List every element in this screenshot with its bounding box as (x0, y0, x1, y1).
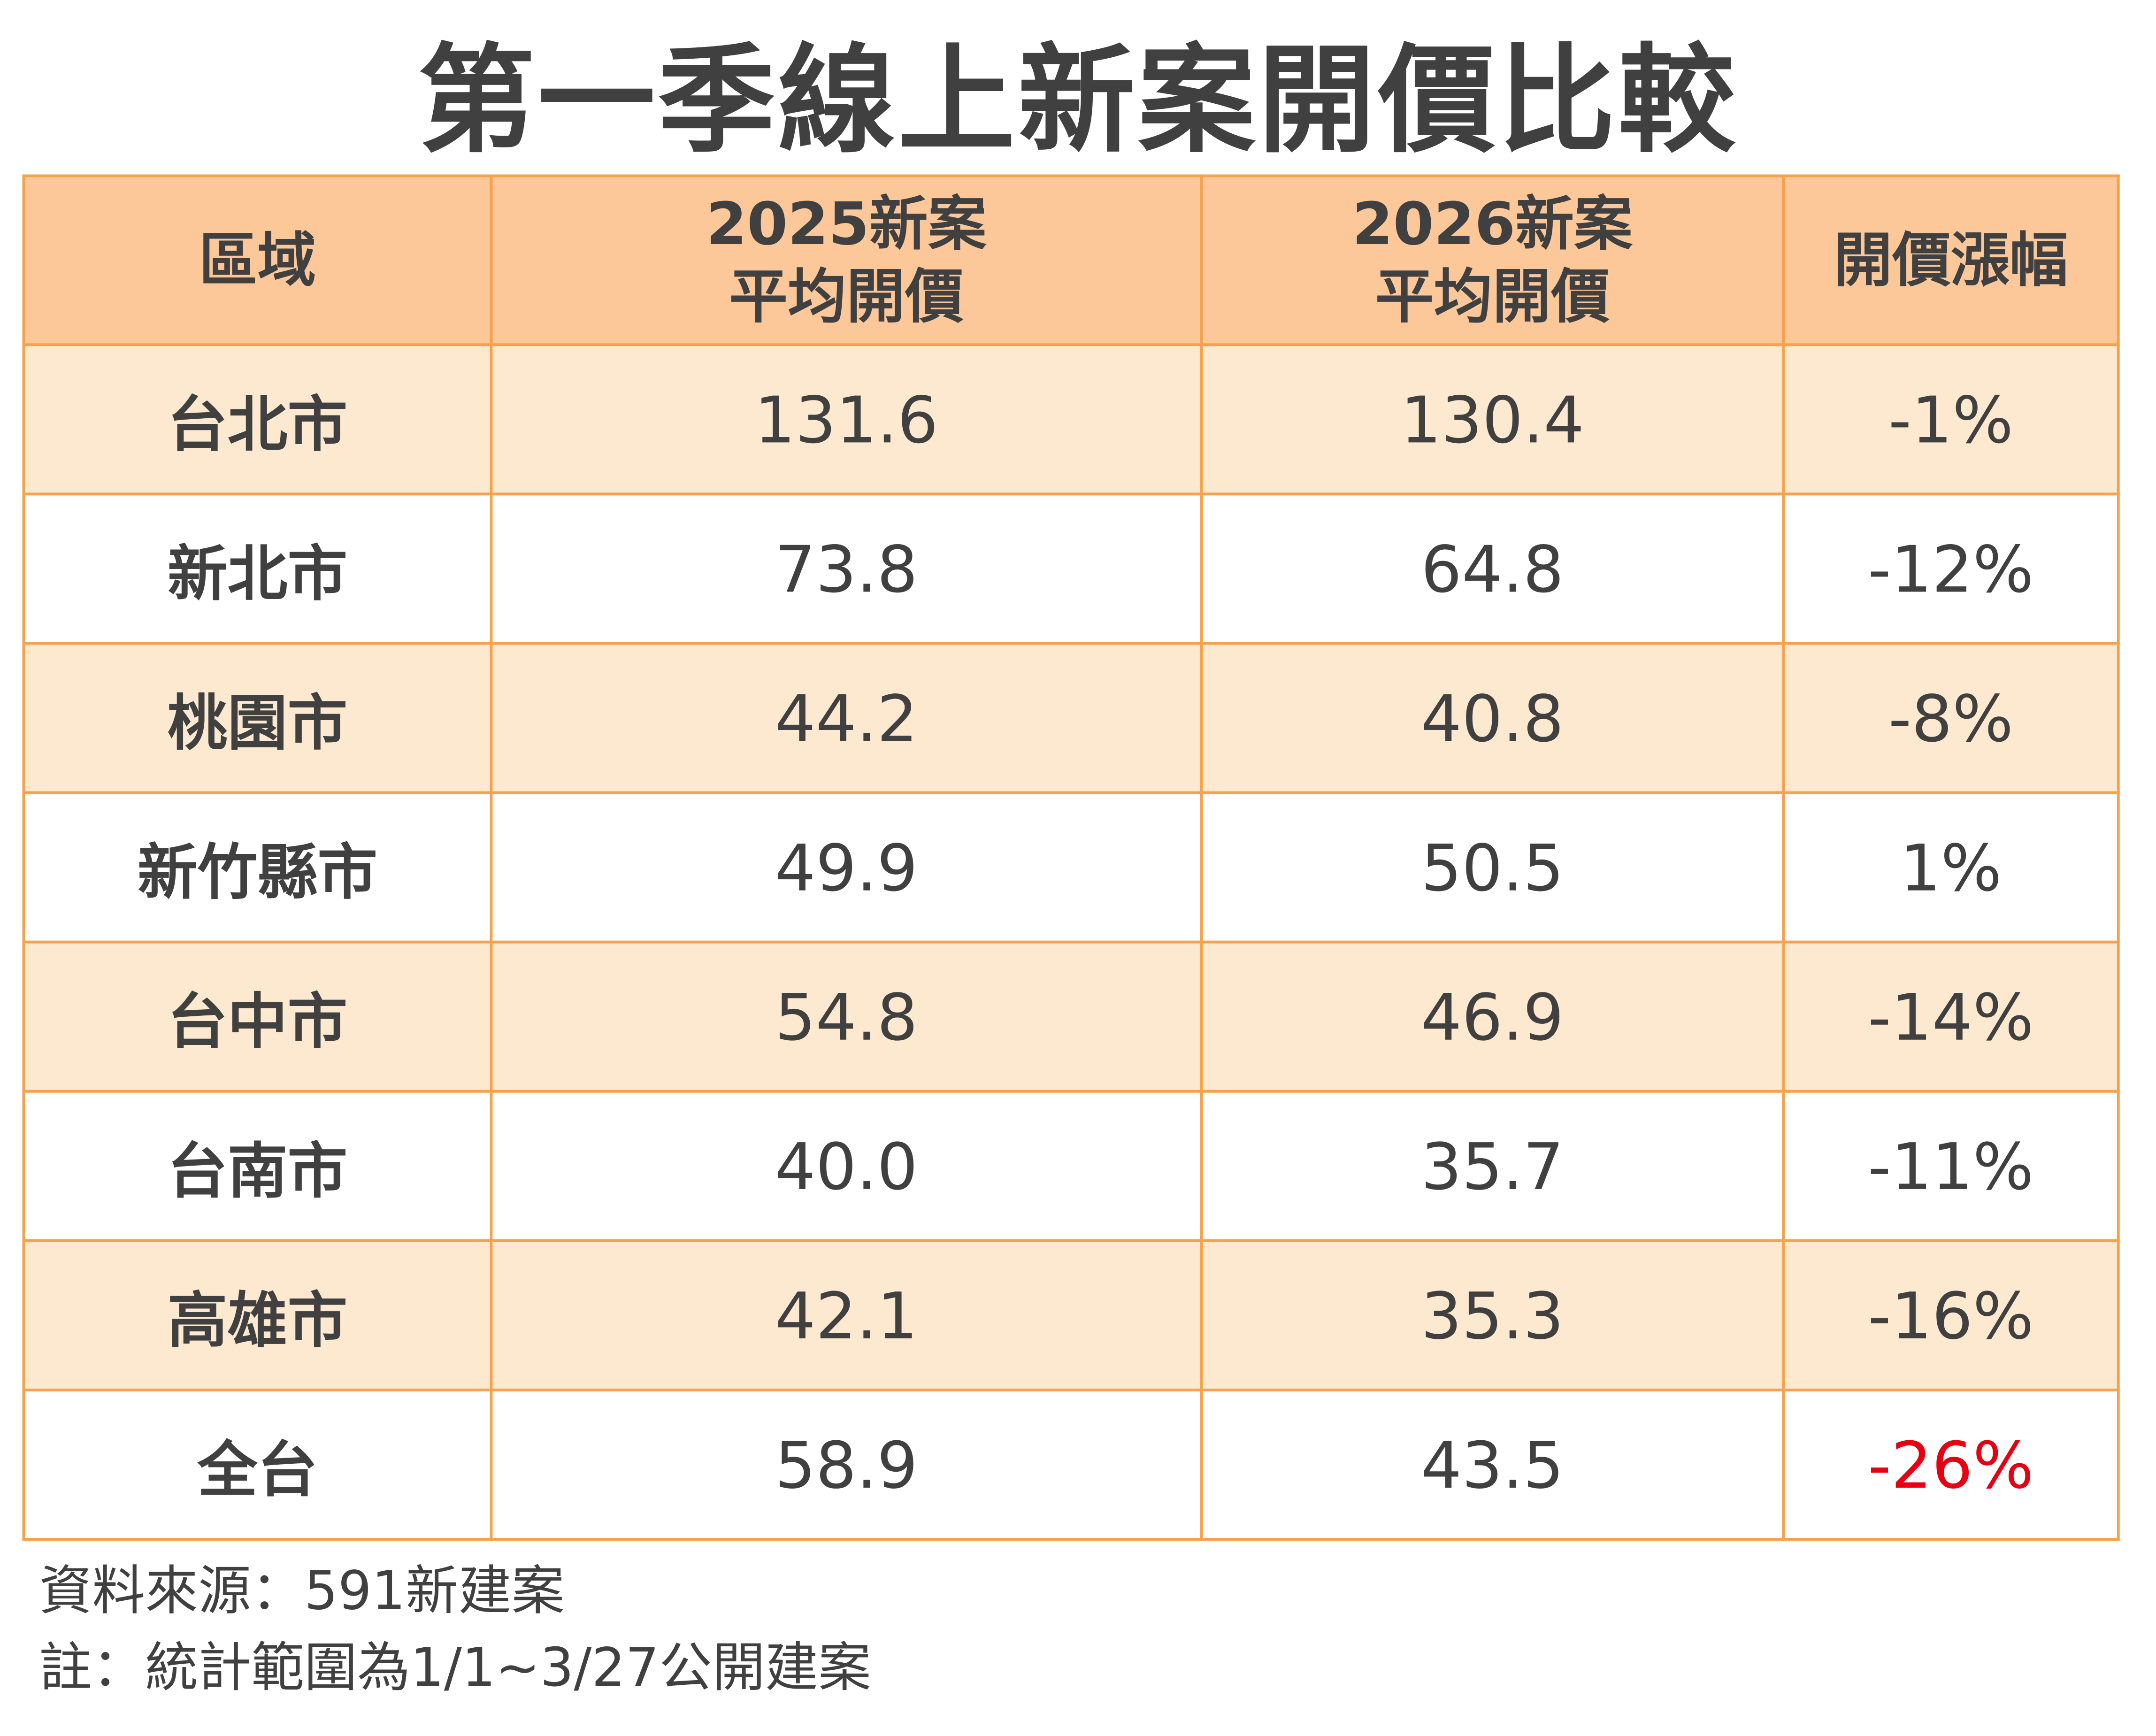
value-cell: -11% (1782, 1090, 2120, 1242)
value-cell: 54.8 (490, 940, 1203, 1093)
value-cell: 73.8 (490, 492, 1203, 645)
source-note: 資料來源：591新建案 (39, 1560, 565, 1622)
table-row: 高雄市 42.1 35.3 -16% (22, 1239, 2120, 1391)
header-line: 開價漲幅 (1834, 225, 2068, 294)
value-cell: 35.3 (1200, 1239, 1785, 1391)
header-line: 2025新案 (706, 189, 987, 258)
region-cell: 全台 (22, 1388, 493, 1541)
header-line: 平均開價 (1375, 261, 1610, 330)
region-cell: 新竹縣市 (22, 791, 493, 944)
header-line: 區域 (199, 225, 316, 294)
value-cell: 58.9 (490, 1388, 1203, 1541)
value-cell: -16% (1782, 1239, 2120, 1391)
region-cell: 台中市 (22, 940, 493, 1093)
region-cell: 新北市 (22, 492, 493, 645)
value-cell: -26% (1782, 1388, 2120, 1541)
table-row: 台北市 131.6 130.4 -1% (22, 343, 2120, 496)
title: 第一季線上新案開價比較 (418, 32, 1738, 169)
region-cell: 台北市 (22, 343, 493, 496)
table-row: 新竹縣市 49.9 50.5 1% (22, 791, 2120, 944)
value-cell: -14% (1782, 940, 2120, 1093)
value-cell: 64.8 (1200, 492, 1785, 645)
header-cell: 2025新案 平均開價 (490, 174, 1203, 346)
table-row: 台中市 54.8 46.9 -14% (22, 940, 2120, 1093)
table-row: 桃園市 44.2 40.8 -8% (22, 642, 2120, 794)
value-cell: 1% (1782, 791, 2120, 944)
table-row: 新北市 73.8 64.8 -12% (22, 492, 2120, 645)
header-cell: 區域 (22, 174, 493, 346)
table-row: 全台 58.9 43.5 -26% (22, 1388, 2120, 1541)
region-cell: 台南市 (22, 1090, 493, 1242)
header-cell: 開價漲幅 (1782, 174, 2120, 346)
header-row: 區域 2025新案 平均開價 2026新案 平均開價 開價漲幅 (22, 174, 2120, 346)
region-cell: 高雄市 (22, 1239, 493, 1391)
price-table: 區域 2025新案 平均開價 2026新案 平均開價 開價漲幅 台北市 131.6 130.4… (22, 174, 2120, 1541)
value-cell: 35.7 (1200, 1090, 1785, 1242)
value-cell: 43.5 (1200, 1388, 1785, 1541)
value-cell: 40.0 (490, 1090, 1203, 1242)
value-cell: 40.8 (1200, 642, 1785, 794)
table-row: 台南市 40.0 35.7 -11% (22, 1090, 2120, 1242)
region-cell: 桃園市 (22, 642, 493, 794)
footnote: 註：統計範圍為1/1~3/27公開建案 (39, 1637, 872, 1698)
value-cell: 130.4 (1200, 343, 1785, 496)
value-cell: -1% (1782, 343, 2120, 496)
value-cell: 50.5 (1200, 791, 1785, 944)
value-cell: 42.1 (490, 1239, 1203, 1391)
header-cell: 2026新案 平均開價 (1200, 174, 1785, 346)
header-line: 平均開價 (729, 261, 964, 330)
value-cell: -12% (1782, 492, 2120, 645)
value-cell: 49.9 (490, 791, 1203, 944)
value-cell: 131.6 (490, 343, 1203, 496)
value-cell: 44.2 (490, 642, 1203, 794)
value-cell: 46.9 (1200, 940, 1785, 1093)
header-line: 2026新案 (1352, 189, 1633, 258)
value-cell: -8% (1782, 642, 2120, 794)
